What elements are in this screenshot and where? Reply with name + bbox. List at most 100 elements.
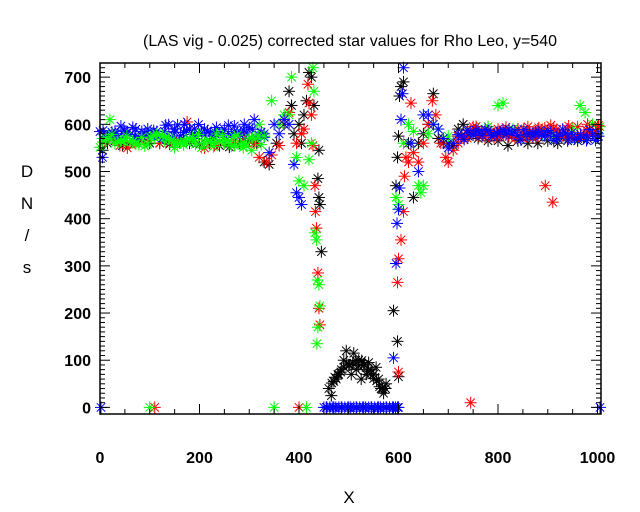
data-point (228, 119, 241, 132)
data-point (103, 113, 116, 126)
data-point (422, 127, 435, 140)
x-tick-label: 800 (485, 450, 512, 467)
y-axis-label-char: D (21, 162, 33, 181)
x-tick-label: 400 (286, 450, 313, 467)
data-point (417, 137, 430, 150)
data-point (426, 94, 439, 107)
data-point (501, 139, 514, 152)
data-point (265, 94, 278, 107)
data-point (437, 132, 450, 145)
y-tick-label: 700 (64, 70, 91, 87)
y-tick-label: 200 (64, 306, 91, 323)
dense-cluster (322, 354, 392, 395)
x-tick-labels: 0 200 400 600 800 1000 (96, 450, 616, 467)
data-point (417, 179, 430, 192)
data-point (427, 87, 440, 100)
data-point (492, 99, 505, 112)
data-point (268, 118, 281, 131)
data-point (391, 217, 404, 230)
axis-ticks (99, 63, 601, 414)
data-points (94, 61, 607, 414)
data-point (301, 78, 314, 91)
data-point (285, 71, 298, 84)
data-point (514, 133, 527, 146)
data-point (347, 347, 360, 360)
data-point (496, 97, 509, 110)
data-point (442, 156, 455, 169)
y-axis-label: DN / s (21, 162, 33, 277)
data-point (290, 137, 303, 150)
data-point (201, 133, 214, 146)
data-point (253, 151, 266, 164)
y-tick-label: 100 (64, 353, 91, 370)
data-point (311, 274, 324, 287)
data-point (379, 382, 392, 395)
x-tick-label: 600 (385, 450, 412, 467)
data-point (225, 140, 238, 153)
data-point (273, 127, 286, 140)
data-point (399, 151, 412, 164)
data-point (429, 108, 442, 121)
data-point (390, 257, 403, 270)
data-point (260, 156, 273, 169)
data-point (288, 158, 301, 171)
data-point (258, 130, 271, 143)
data-point (162, 118, 175, 131)
data-point (539, 179, 552, 192)
data-point (447, 137, 460, 150)
data-point (370, 374, 383, 387)
data-point (579, 106, 592, 119)
data-point (189, 138, 202, 151)
y-axis-label-char: s (23, 258, 32, 277)
data-point (391, 276, 404, 289)
data-point (192, 128, 205, 141)
x-tick-label: 1000 (580, 450, 616, 467)
data-point (138, 140, 151, 153)
data-point (105, 128, 118, 141)
data-point (302, 97, 315, 110)
x-tick-label: 0 (96, 450, 105, 467)
data-point (310, 337, 323, 350)
data-point (387, 304, 400, 317)
data-point (370, 361, 383, 374)
data-point (422, 108, 435, 121)
data-point (255, 138, 268, 151)
data-point (302, 153, 315, 166)
y-axis-label-char: / (25, 226, 30, 245)
data-point (231, 129, 244, 142)
data-point (305, 108, 318, 121)
data-point (334, 366, 347, 379)
data-point (310, 233, 323, 246)
data-point (412, 165, 425, 178)
data-point (340, 344, 353, 357)
y-tick-label: 400 (64, 212, 91, 229)
data-point (464, 396, 477, 409)
data-point (295, 127, 308, 140)
data-point (392, 252, 405, 265)
data-point (307, 99, 320, 112)
data-point (312, 278, 325, 291)
data-point (391, 335, 404, 348)
data-point (305, 137, 318, 150)
data-point (397, 205, 410, 218)
data-point (300, 401, 313, 414)
data-point (392, 130, 405, 143)
data-point (310, 222, 323, 235)
data-point (394, 233, 407, 246)
data-point (407, 146, 420, 159)
x-tick-label: 200 (186, 450, 213, 467)
chart-title: (LAS vig - 0.025) corrected star values … (143, 33, 557, 50)
data-point (358, 358, 371, 371)
data-point (315, 245, 328, 258)
data-point (407, 191, 420, 204)
y-tick-label: 300 (64, 259, 91, 276)
data-point (248, 113, 261, 126)
data-point (283, 85, 296, 98)
data-point (508, 125, 521, 138)
data-point (398, 170, 411, 183)
data-point (308, 226, 321, 239)
data-point (253, 118, 266, 131)
data-point (390, 179, 403, 192)
dense-cluster (317, 401, 405, 414)
